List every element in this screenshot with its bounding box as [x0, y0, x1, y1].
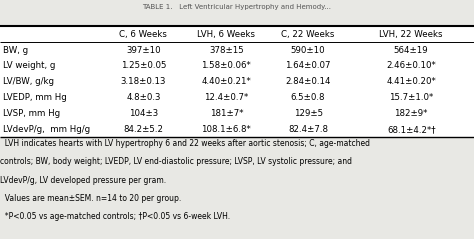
Bar [0, 26, 474, 137]
Text: TABLE 1.   Left Ventricular Hypertrophy and Hemody...: TABLE 1. Left Ventricular Hypertrophy an… [143, 4, 331, 10]
Text: 1.64±0.07: 1.64±0.07 [285, 61, 331, 71]
Text: 84.2±5.2: 84.2±5.2 [123, 125, 164, 134]
Text: 3.18±0.13: 3.18±0.13 [121, 77, 166, 86]
Text: 82.4±7.8: 82.4±7.8 [288, 125, 328, 134]
Text: 4.41±0.20*: 4.41±0.20* [386, 77, 436, 86]
Text: 129±5: 129±5 [293, 109, 323, 118]
Text: 1.58±0.06*: 1.58±0.06* [201, 61, 251, 71]
Text: LVH, 22 Weeks: LVH, 22 Weeks [380, 30, 443, 39]
Text: LVSP, mm Hg: LVSP, mm Hg [3, 109, 60, 118]
Text: LVdevP/g,  mm Hg/g: LVdevP/g, mm Hg/g [3, 125, 90, 134]
Text: 182±9*: 182±9* [394, 109, 428, 118]
Text: 68.1±4.2*†: 68.1±4.2*† [387, 125, 436, 134]
Text: 1.25±0.05: 1.25±0.05 [121, 61, 166, 71]
Text: LVH indicates hearts with LV hypertrophy 6 and 22 weeks after aortic stenosis; C: LVH indicates hearts with LV hypertrophy… [0, 139, 370, 148]
Text: 378±15: 378±15 [209, 46, 244, 54]
Text: 15.7±1.0*: 15.7±1.0* [389, 93, 433, 102]
Text: 4.8±0.3: 4.8±0.3 [126, 93, 161, 102]
Text: 181±7*: 181±7* [210, 109, 243, 118]
Text: LVEDP, mm Hg: LVEDP, mm Hg [3, 93, 66, 102]
Text: BW, g: BW, g [3, 46, 28, 54]
Text: 590±10: 590±10 [291, 46, 326, 54]
Text: C, 22 Weeks: C, 22 Weeks [282, 30, 335, 39]
Text: 108.1±6.8*: 108.1±6.8* [201, 125, 251, 134]
Text: 397±10: 397±10 [126, 46, 161, 54]
Text: 4.40±0.21*: 4.40±0.21* [201, 77, 251, 86]
Text: 104±3: 104±3 [129, 109, 158, 118]
Text: 6.5±0.8: 6.5±0.8 [291, 93, 325, 102]
Text: 564±19: 564±19 [394, 46, 428, 54]
Text: LVH, 6 Weeks: LVH, 6 Weeks [197, 30, 255, 39]
Text: LV/BW, g/kg: LV/BW, g/kg [3, 77, 54, 86]
Text: LV weight, g: LV weight, g [3, 61, 55, 71]
Text: LVdevP/g, LV developed pressure per gram.: LVdevP/g, LV developed pressure per gram… [0, 176, 166, 185]
Text: controls; BW, body weight; LVEDP, LV end-diastolic pressure; LVSP, LV systolic p: controls; BW, body weight; LVEDP, LV end… [0, 157, 352, 166]
Text: 12.4±0.7*: 12.4±0.7* [204, 93, 248, 102]
Text: 2.46±0.10*: 2.46±0.10* [386, 61, 436, 71]
Text: C, 6 Weeks: C, 6 Weeks [119, 30, 167, 39]
Text: Values are mean±SEM. n=14 to 20 per group.: Values are mean±SEM. n=14 to 20 per grou… [0, 194, 181, 203]
Text: 2.84±0.14: 2.84±0.14 [285, 77, 331, 86]
Text: *P<0.05 vs age-matched controls; †P<0.05 vs 6-week LVH.: *P<0.05 vs age-matched controls; †P<0.05… [0, 212, 230, 222]
